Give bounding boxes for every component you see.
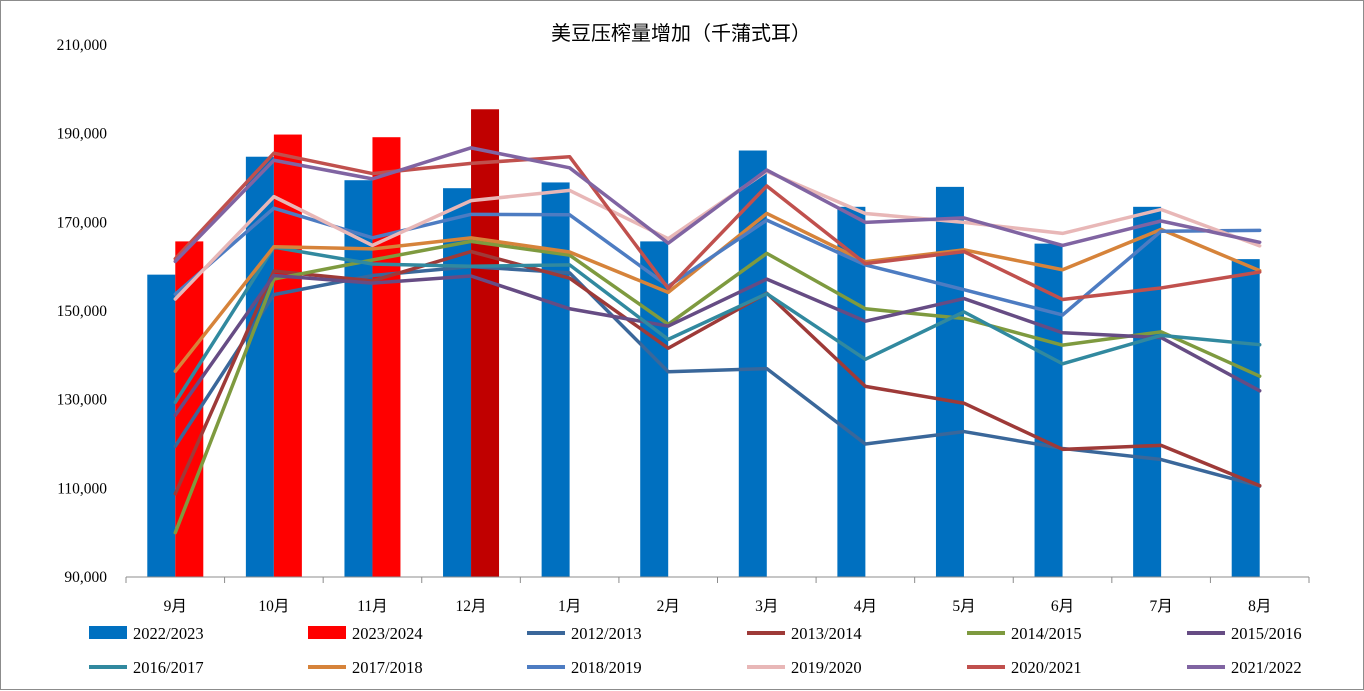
chart-title: 美豆压榨量增加（千蒲式耳） xyxy=(551,21,811,45)
y-tick-label: 90,000 xyxy=(64,569,107,586)
legend-label: 2018/2019 xyxy=(571,658,642,677)
bar-2022-2023 xyxy=(541,182,570,577)
line-2012-2013 xyxy=(173,264,1262,488)
legend-item-2022-2023: 2022/2023 xyxy=(89,624,204,643)
bar-2022-2023 xyxy=(344,180,373,577)
legend-item-2019-2020: 2019/2020 xyxy=(747,658,862,677)
legend-item-2015-2016: 2015/2016 xyxy=(1187,624,1302,643)
x-tick-label: 12月 xyxy=(456,598,487,615)
legend: 2022/2023 2023/2024 2012/2013 2013/2014 2014… xyxy=(89,624,1302,677)
bar-2023-2024 xyxy=(273,134,302,577)
line-2014-2015 xyxy=(173,239,1262,535)
line-2018-2019 xyxy=(173,206,1262,317)
x-tick-label: 3月 xyxy=(755,598,778,615)
legend-label: 2012/2013 xyxy=(571,624,642,643)
bar-2023-2024 xyxy=(372,137,401,578)
y-tick-label: 110,000 xyxy=(57,480,107,497)
y-tick-label: 150,000 xyxy=(57,303,108,320)
bar-2022-2023 xyxy=(1231,259,1260,577)
legend-item-2017-2018: 2017/2018 xyxy=(308,658,423,677)
y-tick-label: 170,000 xyxy=(57,214,108,231)
x-tick-label: 5月 xyxy=(952,598,975,615)
bar-2023-2024 xyxy=(471,109,500,578)
legend-label: 2020/2021 xyxy=(1011,658,1082,677)
x-tick-label: 2月 xyxy=(657,598,680,615)
legend-item-2023-2024: 2023/2024 xyxy=(308,624,423,643)
legend-label: 2021/2022 xyxy=(1231,658,1302,677)
bar-series-group xyxy=(147,109,1260,578)
legend-label: 2017/2018 xyxy=(352,658,423,677)
y-axis-ticks: 90,000 110,000 130,000 150,000 170,000 190,00… xyxy=(57,37,108,586)
line-2013-2014 xyxy=(173,249,1262,496)
bar-2022-2023 xyxy=(837,206,866,578)
bar-2022-2023 xyxy=(935,186,964,577)
legend-item-2012-2013: 2012/2013 xyxy=(527,624,642,643)
x-axis: 9月 10月 11月 12月 1月 2月 3月 4月 5月 6月 7月 8月 xyxy=(125,576,1310,615)
bar-2022-2023 xyxy=(1133,206,1162,578)
bar-2022-2023 xyxy=(738,150,767,577)
legend-label: 2023/2024 xyxy=(352,624,423,643)
legend-label: 2016/2017 xyxy=(133,658,204,677)
legend-label: 2019/2020 xyxy=(791,658,862,677)
x-tick-label: 8月 xyxy=(1248,598,1271,615)
legend-swatch xyxy=(89,626,127,639)
x-tick-label: 11月 xyxy=(357,598,387,615)
legend-label: 2014/2015 xyxy=(1011,624,1082,643)
bar-2022-2023 xyxy=(640,241,669,577)
bar-2022-2023 xyxy=(147,274,176,577)
legend-item-2013-2014: 2013/2014 xyxy=(747,624,862,643)
x-tick-label: 10月 xyxy=(258,598,289,615)
x-tick-label: 7月 xyxy=(1149,598,1172,615)
line-2016-2017 xyxy=(173,245,1262,405)
legend-item-2021-2022: 2021/2022 xyxy=(1187,658,1302,677)
bar-2022-2023 xyxy=(1034,243,1063,577)
line-2021-2022 xyxy=(173,146,1262,264)
y-tick-label: 190,000 xyxy=(57,126,108,143)
legend-item-2018-2019: 2018/2019 xyxy=(527,658,642,677)
line-2015-2016 xyxy=(173,273,1262,417)
legend-item-2020-2021: 2020/2021 xyxy=(967,658,1082,677)
x-tick-label: 4月 xyxy=(854,598,877,615)
legend-item-2014-2015: 2014/2015 xyxy=(967,624,1082,643)
x-tick-label: 1月 xyxy=(558,598,581,615)
legend-swatch xyxy=(308,626,346,639)
legend-label: 2015/2016 xyxy=(1231,624,1302,643)
y-tick-label: 210,000 xyxy=(57,37,108,54)
x-tick-label: 6月 xyxy=(1051,598,1074,615)
legend-label: 2022/2023 xyxy=(133,624,204,643)
line-series-group xyxy=(173,146,1262,535)
line-2020-2021 xyxy=(173,151,1262,302)
legend-item-2016-2017: 2016/2017 xyxy=(89,658,204,677)
x-tick-label: 9月 xyxy=(164,598,187,615)
y-tick-label: 130,000 xyxy=(57,392,108,409)
legend-label: 2013/2014 xyxy=(791,624,862,643)
